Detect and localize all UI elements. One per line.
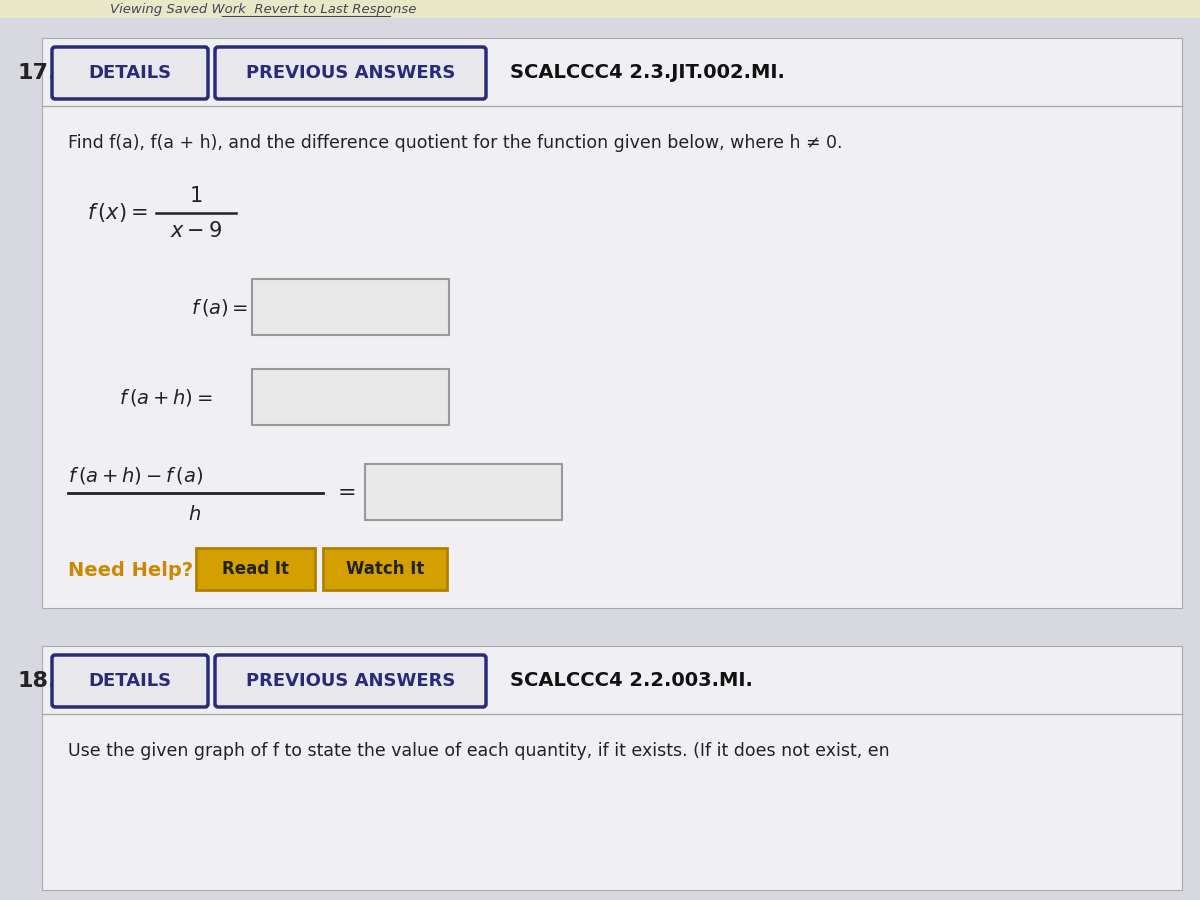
Text: $f\,(x) =$: $f\,(x) =$ [88, 202, 148, 224]
Text: Read It: Read It [222, 560, 289, 578]
Text: DETAILS: DETAILS [89, 672, 172, 690]
Text: Use the given graph of f to state the value of each quantity, if it exists. (If : Use the given graph of f to state the va… [68, 742, 889, 760]
Text: 1: 1 [190, 186, 203, 206]
FancyBboxPatch shape [52, 655, 208, 707]
FancyBboxPatch shape [252, 369, 449, 425]
Text: 17.: 17. [18, 63, 58, 83]
Text: DETAILS: DETAILS [89, 64, 172, 82]
Text: PREVIOUS ANSWERS: PREVIOUS ANSWERS [246, 672, 455, 690]
FancyBboxPatch shape [323, 548, 446, 590]
Text: 18.: 18. [18, 671, 58, 691]
FancyBboxPatch shape [196, 548, 314, 590]
FancyBboxPatch shape [42, 38, 1182, 608]
FancyBboxPatch shape [365, 464, 562, 520]
Text: $f\,(a+h) - f\,(a)$: $f\,(a+h) - f\,(a)$ [68, 464, 203, 485]
Text: PREVIOUS ANSWERS: PREVIOUS ANSWERS [246, 64, 455, 82]
FancyBboxPatch shape [52, 47, 208, 99]
Text: $x - 9$: $x - 9$ [169, 221, 222, 241]
Text: Need Help?: Need Help? [68, 561, 193, 580]
Text: $f\,(a + h) =$: $f\,(a + h) =$ [119, 388, 214, 409]
FancyBboxPatch shape [42, 646, 1182, 890]
FancyBboxPatch shape [252, 279, 449, 335]
Text: $f\,(a) =$: $f\,(a) =$ [191, 298, 248, 319]
Text: SCALCCC4 2.2.003.MI.: SCALCCC4 2.2.003.MI. [510, 671, 752, 690]
Text: Viewing Saved Work  Revert to Last Response: Viewing Saved Work Revert to Last Respon… [110, 4, 416, 16]
FancyBboxPatch shape [0, 18, 1200, 900]
Text: Watch It: Watch It [346, 560, 424, 578]
FancyBboxPatch shape [0, 0, 1200, 18]
FancyBboxPatch shape [215, 47, 486, 99]
Text: $h$: $h$ [188, 506, 202, 525]
Text: Find f(a), f(a + h), and the difference quotient for the function given below, w: Find f(a), f(a + h), and the difference … [68, 134, 842, 152]
FancyBboxPatch shape [215, 655, 486, 707]
Text: SCALCCC4 2.3.JIT.002.MI.: SCALCCC4 2.3.JIT.002.MI. [510, 64, 785, 83]
Text: =: = [338, 483, 356, 503]
